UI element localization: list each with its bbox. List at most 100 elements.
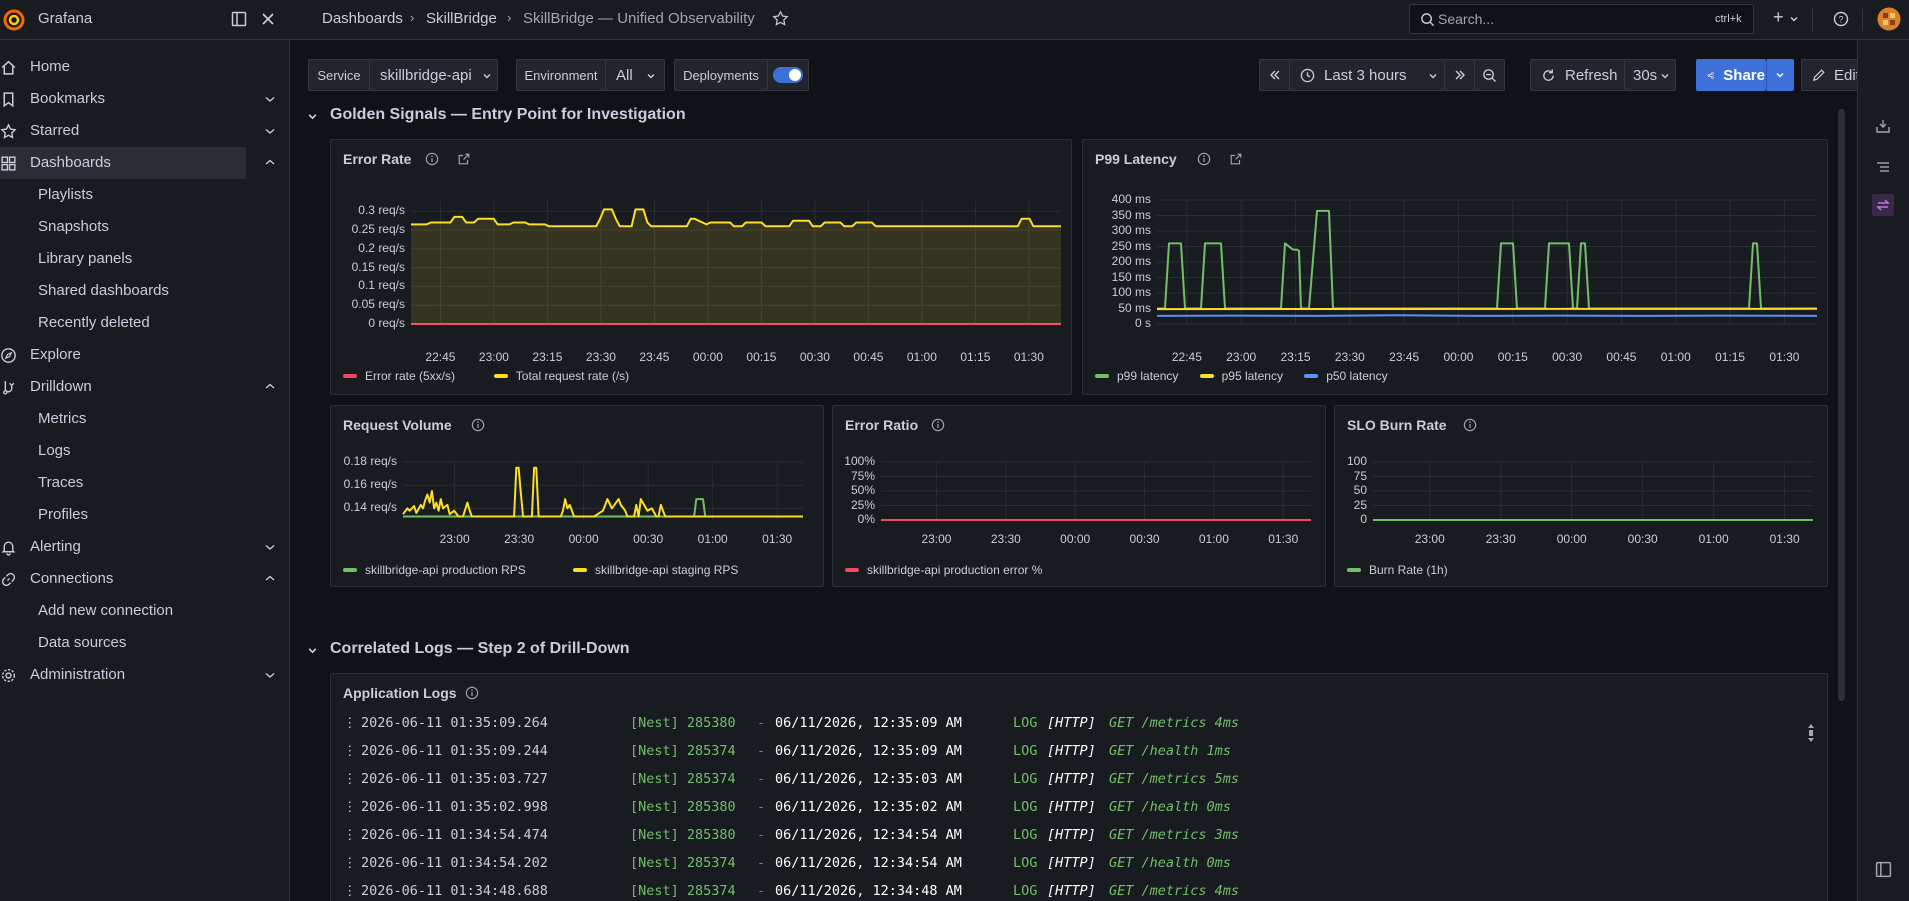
time-range-picker[interactable]: Last 3 hours <box>1289 59 1445 91</box>
info-icon[interactable] <box>465 686 479 700</box>
import-icon[interactable] <box>1875 118 1891 134</box>
log-row[interactable]: ⋮ 2026-06-11 01:35:02.998 [Nest] 285380 -06… <box>343 794 1783 820</box>
row-title-correlated-logs[interactable]: Correlated Logs — Step 2 of Drill-Down <box>330 640 630 657</box>
chevron-down-icon[interactable] <box>307 111 318 122</box>
star-icon[interactable] <box>772 10 789 27</box>
chevron-down-icon[interactable] <box>264 93 276 105</box>
log-row[interactable]: ⋮ 2026-06-11 01:35:09.244 [Nest] 285374 -06… <box>343 738 1783 764</box>
chart-plot-area[interactable] <box>881 461 1311 522</box>
series-line-total-request-rate-s-[interactable] <box>411 208 1061 228</box>
chevron-down-icon[interactable] <box>264 125 276 137</box>
log-row[interactable]: ⋮ 2026-06-11 01:34:54.474 [Nest] 285380 -06… <box>343 822 1783 848</box>
sidebar-item-snapshots[interactable]: Snapshots <box>0 211 290 243</box>
time-back-button[interactable] <box>1259 59 1290 91</box>
sidebar-item-home[interactable]: Home <box>0 51 290 83</box>
legend-item[interactable]: skillbridge-api production error % <box>845 563 1042 577</box>
info-icon[interactable] <box>425 152 439 166</box>
legend-item[interactable]: skillbridge-api production RPS <box>343 563 526 577</box>
sidebar-item-starred[interactable]: Starred <box>0 115 290 147</box>
sidebar-item-metrics[interactable]: Metrics <box>0 403 290 435</box>
time-forward-button[interactable] <box>1444 59 1475 91</box>
zoom-out-button[interactable] <box>1474 59 1505 91</box>
sidebar-item-bookmarks[interactable]: Bookmarks <box>0 83 290 115</box>
panel-title[interactable]: Error Rate <box>343 151 412 167</box>
kebab-menu-icon[interactable]: ⋮ <box>343 827 357 843</box>
legend-item[interactable]: Total request rate (/s) <box>493 369 629 383</box>
external-link-icon[interactable] <box>457 152 471 166</box>
chevron-down-icon[interactable] <box>307 645 318 656</box>
legend-item[interactable]: p50 latency <box>1304 369 1388 383</box>
kebab-menu-icon[interactable]: ⋮ <box>343 799 357 815</box>
share-menu-button[interactable] <box>1766 59 1794 91</box>
search-box[interactable]: Search... ctrl+k <box>1409 4 1754 34</box>
sidebar-item-shared-dashboards[interactable]: Shared dashboards <box>0 275 290 307</box>
sidebar-item-data-sources[interactable]: Data sources <box>0 627 290 659</box>
panel-title[interactable]: Error Ratio <box>845 417 919 433</box>
panel-title[interactable]: SLO Burn Rate <box>1347 417 1447 433</box>
edit-button[interactable]: Edit <box>1801 59 1857 91</box>
chart-plot-area[interactable] <box>1373 461 1813 522</box>
series-line-p50-latency[interactable] <box>1156 314 1818 317</box>
info-icon[interactable] <box>471 418 485 432</box>
sidebar-item-alerting[interactable]: Alerting <box>0 531 290 563</box>
main-scrollbar[interactable] <box>1838 109 1845 701</box>
series-line-skillbridge-api-staging-rps[interactable] <box>402 466 803 518</box>
kebab-menu-icon[interactable]: ⋮ <box>343 715 357 731</box>
info-icon[interactable] <box>1463 418 1477 432</box>
log-row[interactable]: ⋮ 2026-06-11 01:34:54.202 [Nest] 285374 -06… <box>343 850 1783 876</box>
sidebar-item-administration[interactable]: Administration <box>0 659 290 691</box>
row-title-golden-signals[interactable]: Golden Signals — Entry Point for Investi… <box>330 106 686 123</box>
sidebar-item-logs[interactable]: Logs <box>0 435 290 467</box>
chart-plot-area[interactable] <box>402 461 803 522</box>
log-row[interactable]: ⋮ 2026-06-11 01:35:03.727 [Nest] 285374 -06… <box>343 766 1783 792</box>
chevron-down-icon[interactable] <box>264 669 276 681</box>
refresh-interval-picker[interactable]: 30s <box>1624 59 1676 91</box>
series-line-p99-latency[interactable] <box>1157 209 1817 310</box>
legend-item[interactable]: p99 latency <box>1095 369 1178 383</box>
chevron-down-icon[interactable] <box>1789 14 1799 24</box>
panel-title[interactable]: P99 Latency <box>1095 151 1177 167</box>
swap-icon[interactable] <box>1872 194 1894 216</box>
info-icon[interactable] <box>1197 152 1211 166</box>
info-icon[interactable] <box>931 418 945 432</box>
sidebar-item-connections[interactable]: Connections <box>0 563 290 595</box>
panel-title[interactable]: Application Logs <box>343 685 457 701</box>
chart-plot-area[interactable] <box>411 200 1061 326</box>
kebab-menu-icon[interactable]: ⋮ <box>343 743 357 759</box>
sidebar-item-explore[interactable]: Explore <box>0 339 290 371</box>
close-menu-icon[interactable] <box>261 12 275 26</box>
kebab-menu-icon[interactable]: ⋮ <box>343 855 357 871</box>
sidebar-item-recently-deleted[interactable]: Recently deleted <box>0 307 290 339</box>
chevron-down-icon[interactable] <box>264 541 276 553</box>
refresh-button[interactable]: Refresh <box>1530 59 1625 91</box>
log-row[interactable]: ⋮ 2026-06-11 01:34:48.688 [Nest] 285374 -06… <box>343 878 1783 901</box>
grafana-logo-icon[interactable] <box>2 8 26 32</box>
chart-plot-area[interactable] <box>1156 199 1818 326</box>
service-select[interactable]: skillbridge-api <box>369 59 498 91</box>
sidebar-item-traces[interactable]: Traces <box>0 467 290 499</box>
chevron-up-icon[interactable] <box>264 157 276 169</box>
log-row[interactable]: ⋮ 2026-06-11 01:35:09.264 [Nest] 285380 -06… <box>343 710 1783 736</box>
sidebar-item-profiles[interactable]: Profiles <box>0 499 290 531</box>
dock-panel-icon[interactable] <box>1875 861 1892 878</box>
external-link-icon[interactable] <box>1229 152 1243 166</box>
panel-title[interactable]: Request Volume <box>343 417 452 433</box>
user-avatar[interactable] <box>1877 7 1901 31</box>
sidebar-item-drilldown[interactable]: Drilldown <box>0 371 290 403</box>
sidebar-item-add-new-connection[interactable]: Add new connection <box>0 595 290 627</box>
sidebar-item-dashboards[interactable]: Dashboards <box>0 147 275 179</box>
legend-item[interactable]: p95 latency <box>1199 369 1283 383</box>
sidebar-item-library-panels[interactable]: Library panels <box>0 243 290 275</box>
kebab-menu-icon[interactable]: ⋮ <box>343 771 357 787</box>
legend-item[interactable]: Error rate (5xx/s) <box>343 369 455 383</box>
deployments-toggle[interactable] <box>767 59 809 91</box>
kebab-menu-icon[interactable]: ⋮ <box>343 883 357 899</box>
chevron-up-icon[interactable] <box>264 381 276 393</box>
share-button[interactable]: Share <box>1696 59 1766 91</box>
add-button[interactable]: + <box>1773 7 1784 27</box>
sidebar-item-playlists[interactable]: Playlists <box>0 179 290 211</box>
legend-item[interactable]: skillbridge-api staging RPS <box>573 563 738 577</box>
scroll-arrows-icon[interactable] <box>1807 722 1815 744</box>
environment-select[interactable]: All <box>605 59 665 91</box>
breadcrumb-skillbridge[interactable]: SkillBridge <box>426 10 497 27</box>
